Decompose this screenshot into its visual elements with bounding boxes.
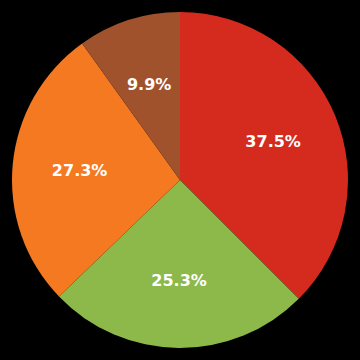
data-label: 9.9% (127, 75, 171, 94)
pie-slice (82, 12, 180, 180)
pie-slice (12, 43, 180, 296)
chart: 37.5% 25.3% 27.3% 9.9% (0, 0, 360, 360)
data-label: 25.3% (151, 271, 207, 290)
data-label: 37.5% (245, 132, 301, 151)
data-label: 27.3% (52, 161, 108, 180)
slices (12, 12, 348, 348)
background (0, 0, 360, 360)
data-labels: 37.5% 25.3% 27.3% 9.9% (52, 75, 301, 291)
